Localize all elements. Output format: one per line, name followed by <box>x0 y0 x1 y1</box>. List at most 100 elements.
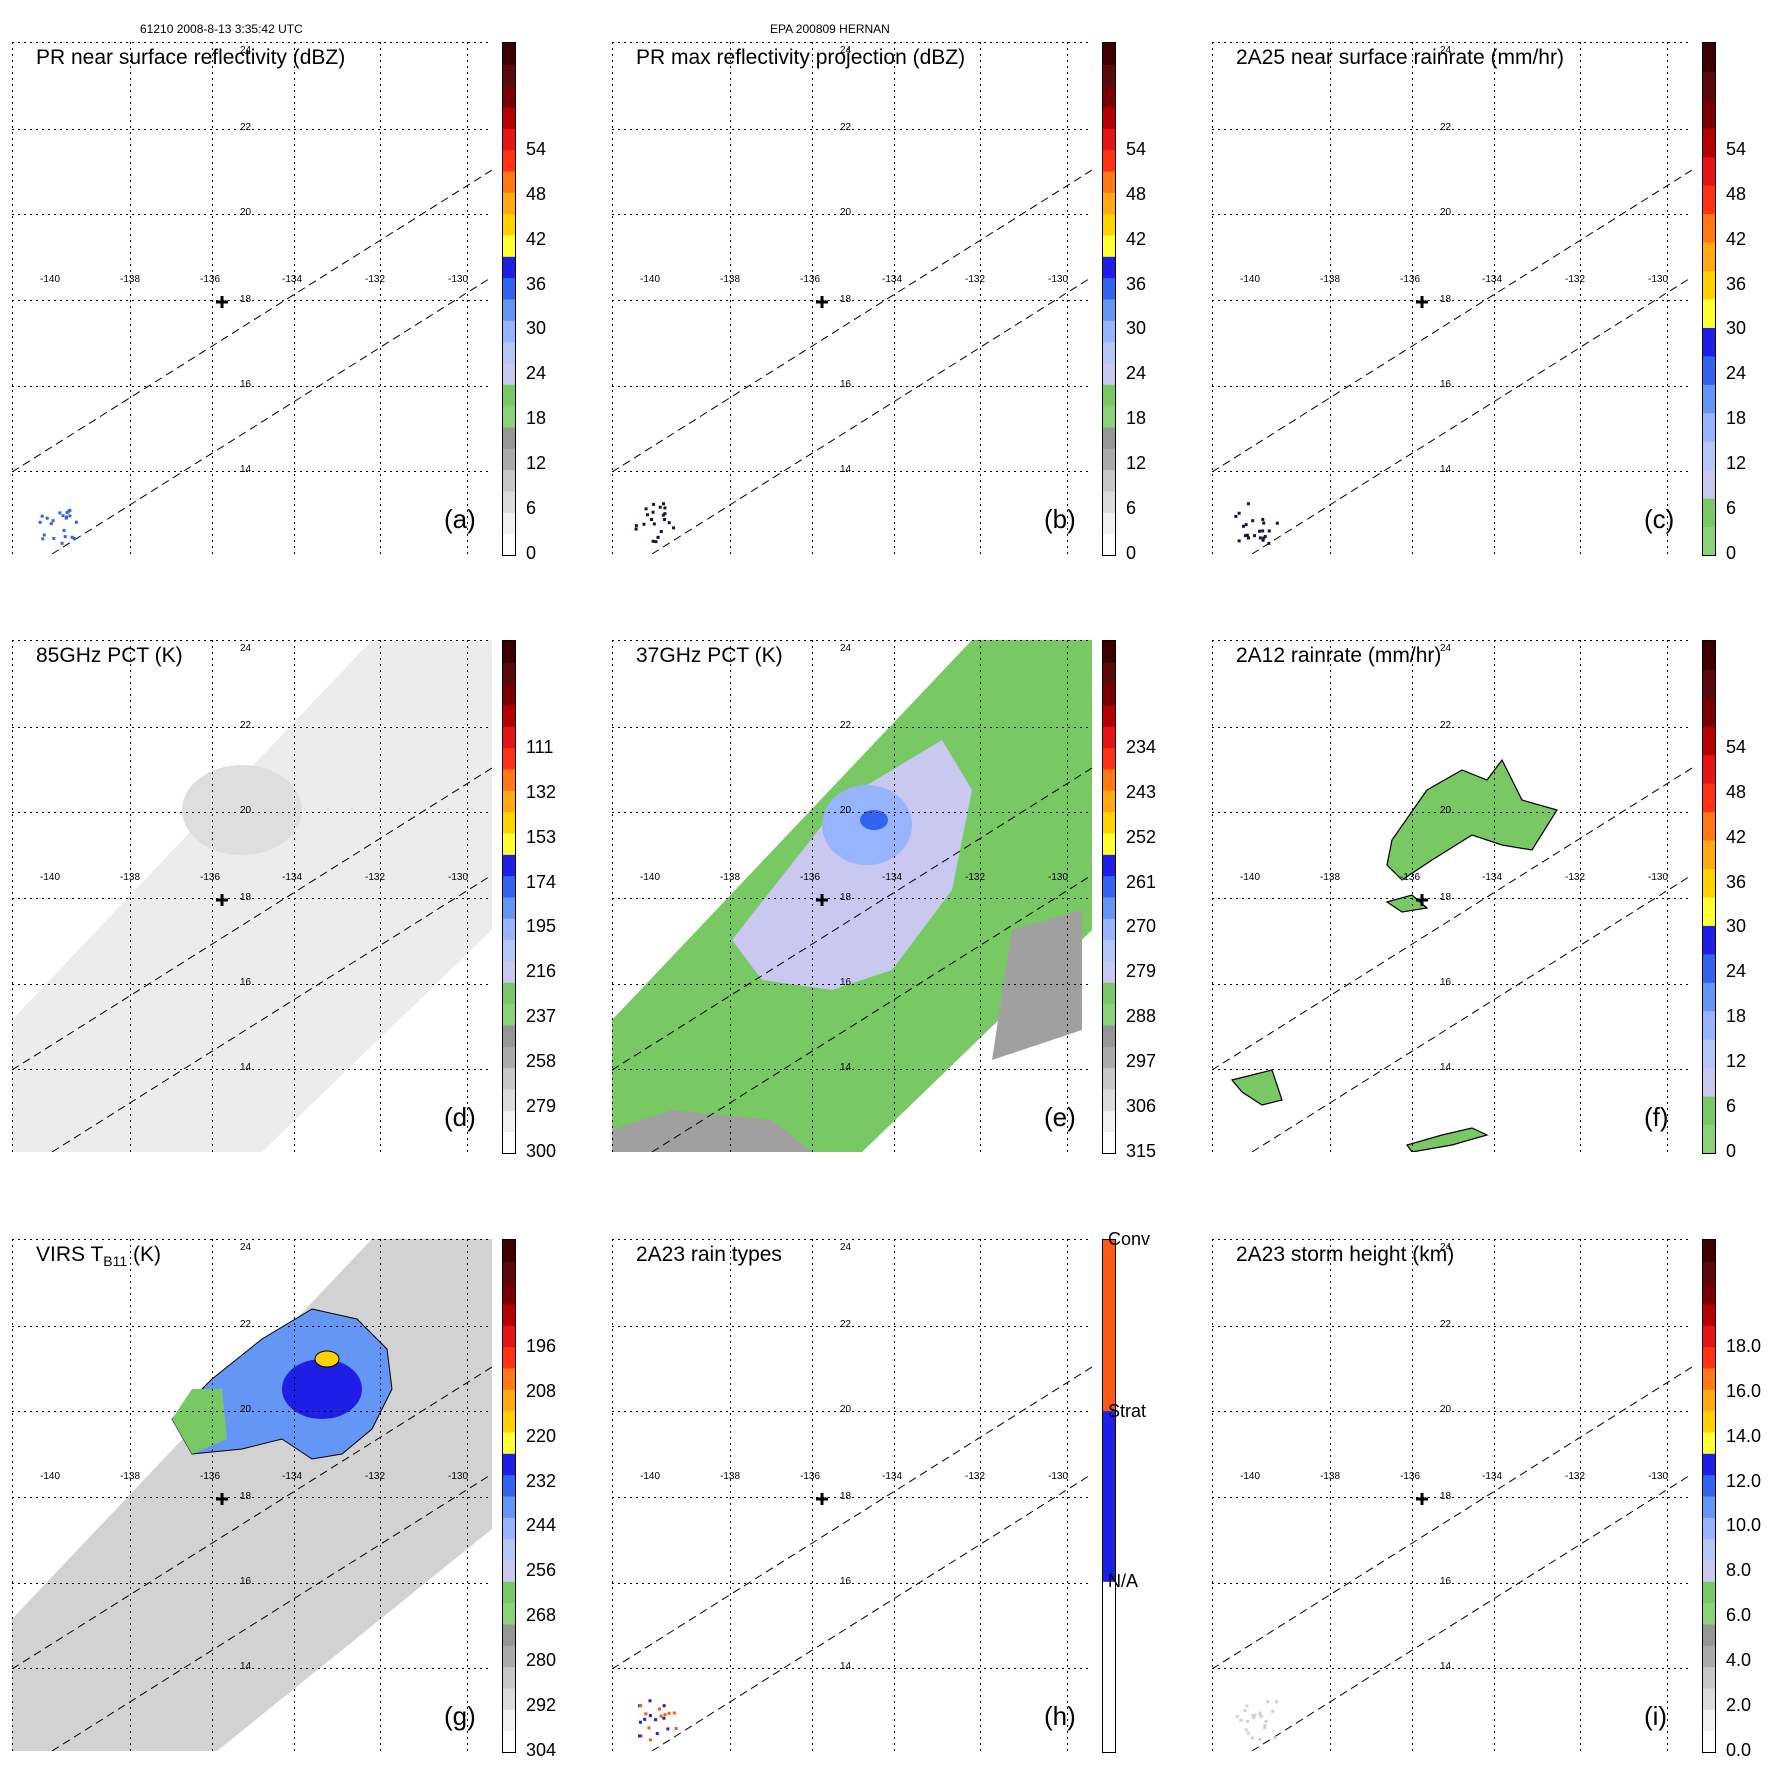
colorbar-segment <box>1703 697 1715 727</box>
echo-pixel <box>644 507 648 511</box>
colorbar-segment <box>503 299 515 321</box>
colorbar-tick-label: 54 <box>1726 736 1747 757</box>
rain-area <box>1385 894 1429 913</box>
colorbar <box>1702 1239 1716 1753</box>
lon-label: -138 <box>720 274 740 285</box>
echo-pixel <box>1237 511 1241 515</box>
colorbar-segment <box>503 491 515 513</box>
lon-label: -138 <box>120 1471 140 1482</box>
colorbar-tick-label: 268 <box>526 1605 557 1626</box>
echo-pixel <box>646 513 650 517</box>
colorbar <box>502 1239 516 1753</box>
colorbar-tick-label: Conv <box>1108 1229 1151 1249</box>
echo-pixel <box>1262 521 1266 525</box>
lon-label: -132 <box>1565 1471 1585 1482</box>
colorbar-tick-label: 42 <box>526 228 547 249</box>
colorbar-segment <box>1703 299 1715 328</box>
rain-area <box>1386 758 1558 881</box>
colorbar-segment <box>1703 1474 1715 1497</box>
echo-pixel <box>1243 534 1247 538</box>
title-end: (K) <box>127 1243 161 1266</box>
colorbar-tick-label: 300 <box>526 1141 557 1161</box>
storm-center-marker <box>816 894 828 906</box>
lon-label: -138 <box>1320 872 1340 883</box>
echo-pixel <box>61 514 65 518</box>
echo-pixel <box>42 533 46 537</box>
lon-label: -136 <box>200 1471 220 1482</box>
lon-label: -140 <box>40 274 60 285</box>
colorbar-tick-label: 48 <box>526 183 547 204</box>
echo-pixel <box>652 522 656 526</box>
swath-edge <box>612 169 1092 473</box>
map-f: -140 -138 -136 -134 -132 -130 14 16 18 20 22 24 <box>1212 640 1692 1152</box>
map-canvas-a: -140 -138 -136 -134 -132 -130 14 16 18 20 22 24 <box>12 42 492 554</box>
colorbar-segment <box>1703 783 1715 813</box>
lon-label: -132 <box>965 1471 985 1482</box>
panel-title: 2A12 rainrate (mm/hr) <box>1236 644 1442 667</box>
echo-pixel <box>634 527 638 531</box>
colorbar-segment <box>503 149 515 172</box>
colorbar-segment <box>503 1304 515 1326</box>
lat-label: 24 <box>840 1242 852 1253</box>
lat-label: 22 <box>840 720 852 731</box>
lon-label: -136 <box>800 274 820 285</box>
map-e: -140 -138 -136 -134 -132 -130 14 16 18 20 22 24 <box>612 640 1092 1152</box>
map-h: -140 -138 -136 -134 -132 -130 14 16 18 20 22 24 <box>612 1239 1092 1751</box>
echo-pixel <box>74 520 78 524</box>
echo-pixel <box>60 541 64 545</box>
map-g: -140 -138 -136 -134 -132 -130 14 16 18 20 22 24 <box>12 1239 492 1751</box>
colorbar-tick-label: 36 <box>1126 273 1147 294</box>
panel-title: PR near surface reflectivity (dBZ) <box>36 46 346 69</box>
colorbar-segment <box>1103 662 1115 685</box>
swath-edge <box>651 1473 1092 1751</box>
echo-pixel <box>1273 1736 1277 1740</box>
colorbar-segment <box>503 1666 515 1689</box>
storm-center-marker <box>1416 296 1428 308</box>
colorbar-segment <box>503 1496 515 1518</box>
colorbar-tick-label: 216 <box>526 961 557 982</box>
echo-pixel <box>655 1732 659 1736</box>
lat-label: 22 <box>840 1319 852 1330</box>
lon-label: -138 <box>120 274 140 285</box>
colorbar-segment <box>1703 1624 1715 1646</box>
colorbar-segment <box>1703 953 1715 983</box>
lat-label: 22 <box>240 720 252 731</box>
colorbar-segment <box>503 1730 515 1753</box>
colorbar-segment <box>1103 854 1115 877</box>
lon-label: -140 <box>640 1471 660 1482</box>
colorbar-tick-label: Strat <box>1108 1401 1147 1421</box>
colorbar <box>1702 42 1716 556</box>
echo-pixel <box>1253 1713 1257 1717</box>
colorbar-segment <box>503 1560 515 1582</box>
colorbar-frame <box>1102 42 1116 556</box>
lat-label: 22 <box>240 1319 252 1330</box>
map-canvas-e: -140 -138 -136 -134 -132 -130 14 16 18 20 22 24 <box>612 640 1092 1152</box>
map-canvas-d: -140 -138 -136 -134 -132 -130 14 16 18 20 22 24 <box>12 640 492 1152</box>
colorbar-segment <box>503 320 515 343</box>
colorbar-segment <box>1703 1039 1715 1069</box>
colorbar-segment <box>503 1261 515 1284</box>
lat-label: 20 <box>1440 805 1452 816</box>
colorbar-tick-label: 280 <box>526 1650 557 1671</box>
lon-label: -132 <box>965 274 985 285</box>
colorbar-frame <box>1702 640 1716 1154</box>
lat-label: 14 <box>240 1661 252 1672</box>
colorbar-tick-label: 54 <box>526 138 547 159</box>
colorbar-segment <box>1103 1110 1115 1133</box>
colorbar-segment <box>1703 156 1715 186</box>
lat-label: 18 <box>840 294 852 305</box>
colorbar-segment <box>503 256 515 279</box>
lon-label: -138 <box>120 872 140 883</box>
colorbar-tick-label: 270 <box>1126 916 1157 937</box>
colorbar-segment <box>503 128 515 151</box>
colorbar-segment <box>1703 1410 1715 1433</box>
colorbar-tick-label: 0.0 <box>1726 1740 1752 1760</box>
colorbar-tick-label: 10.0 <box>1726 1515 1762 1536</box>
colorbar-segment <box>1703 1602 1715 1625</box>
colorbar-frame <box>502 640 516 1154</box>
echo-pixel <box>634 524 638 528</box>
echo-pixel <box>657 1707 661 1711</box>
colorbar-segment <box>1103 961 1115 983</box>
echo-pixel <box>667 521 671 525</box>
colorbar-segment <box>503 1325 515 1348</box>
